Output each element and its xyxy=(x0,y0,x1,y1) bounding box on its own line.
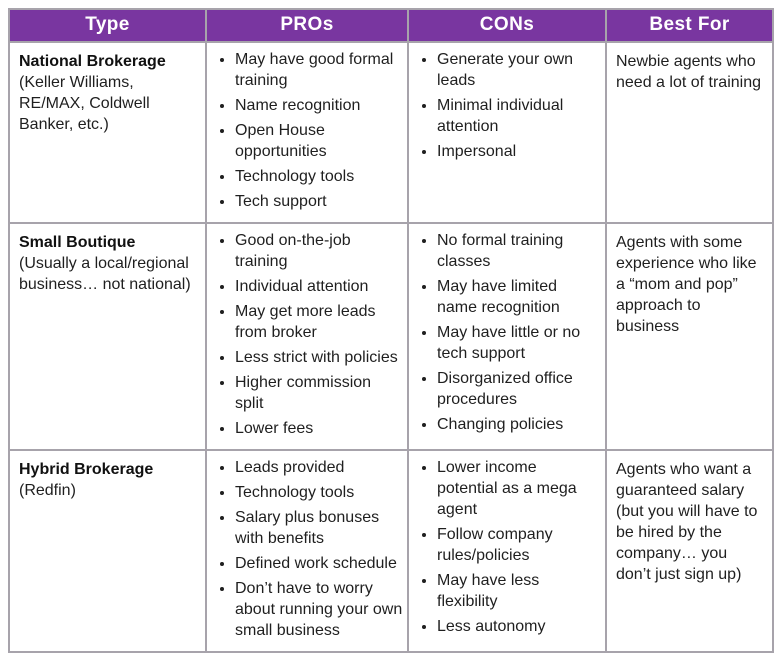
type-subtitle: (Redfin) xyxy=(19,482,76,499)
pros-cell: May have good formal training Name recog… xyxy=(205,41,409,224)
type-cell: Hybrid Brokerage (Redfin) xyxy=(8,449,207,653)
cons-list: No formal training classes May have limi… xyxy=(411,230,603,435)
list-item: Defined work schedule xyxy=(235,553,405,574)
header-cell-pros: PROs xyxy=(205,8,409,43)
table-row-national-brokerage: National Brokerage (Keller Williams, RE/… xyxy=(8,41,774,224)
type-subtitle: (Usually a local/regional business… not … xyxy=(19,255,191,293)
list-item: No formal training classes xyxy=(437,230,603,272)
list-item: May get more leads from broker xyxy=(235,301,405,343)
list-item: Leads provided xyxy=(235,457,405,478)
list-item: Name recognition xyxy=(235,95,405,116)
cons-list: Generate your own leads Minimal individu… xyxy=(411,49,603,162)
header-cell-best-for: Best For xyxy=(605,8,774,43)
list-item: Changing policies xyxy=(437,414,603,435)
type-cell: Small Boutique (Usually a local/regional… xyxy=(8,222,207,451)
best-for-cell: Agents with some experience who like a “… xyxy=(605,222,774,451)
pros-list: Good on-the-job training Individual atte… xyxy=(209,230,405,439)
list-item: Technology tools xyxy=(235,482,405,503)
list-item: Lower income potential as a mega agent xyxy=(437,457,603,520)
list-item: Technology tools xyxy=(235,166,405,187)
list-item: Higher commission split xyxy=(235,372,405,414)
list-item: May have little or no tech support xyxy=(437,322,603,364)
list-item: Follow company rules/policies xyxy=(437,524,603,566)
list-item: Lower fees xyxy=(235,418,405,439)
pros-cell: Leads provided Technology tools Salary p… xyxy=(205,449,409,653)
list-item: May have less flexibility xyxy=(437,570,603,612)
type-title: National Brokerage xyxy=(19,53,166,70)
list-item: Open House opportunities xyxy=(235,120,405,162)
pros-cell: Good on-the-job training Individual atte… xyxy=(205,222,409,451)
list-item: Less strict with policies xyxy=(235,347,405,368)
pros-list: May have good formal training Name recog… xyxy=(209,49,405,212)
list-item: Generate your own leads xyxy=(437,49,603,91)
best-for-cell: Newbie agents who need a lot of training xyxy=(605,41,774,224)
list-item: Impersonal xyxy=(437,141,603,162)
list-item: Minimal individual attention xyxy=(437,95,603,137)
list-item: Don’t have to worry about running your o… xyxy=(235,578,405,641)
cons-cell: Generate your own leads Minimal individu… xyxy=(407,41,607,224)
pros-list: Leads provided Technology tools Salary p… xyxy=(209,457,405,641)
table-row-small-boutique: Small Boutique (Usually a local/regional… xyxy=(8,222,774,451)
cons-list: Lower income potential as a mega agent F… xyxy=(411,457,603,637)
list-item: Salary plus bonuses with benefits xyxy=(235,507,405,549)
list-item: Less autonomy xyxy=(437,616,603,637)
list-item: Tech support xyxy=(235,191,405,212)
type-subtitle: (Keller Williams, RE/MAX, Coldwell Banke… xyxy=(19,74,150,133)
brokerage-comparison-table: Type PROs CONs Best For National Brokera… xyxy=(8,8,774,653)
cons-cell: No formal training classes May have limi… xyxy=(407,222,607,451)
list-item: Individual attention xyxy=(235,276,405,297)
type-title: Small Boutique xyxy=(19,234,136,251)
list-item: Disorganized office procedures xyxy=(437,368,603,410)
header-cell-type: Type xyxy=(8,8,207,43)
list-item: May have good formal training xyxy=(235,49,405,91)
cons-cell: Lower income potential as a mega agent F… xyxy=(407,449,607,653)
list-item: Good on-the-job training xyxy=(235,230,405,272)
header-row: Type PROs CONs Best For xyxy=(8,8,774,43)
header-cell-cons: CONs xyxy=(407,8,607,43)
type-title: Hybrid Brokerage xyxy=(19,461,154,478)
best-for-cell: Agents who want a guaranteed salary (but… xyxy=(605,449,774,653)
table-row-hybrid-brokerage: Hybrid Brokerage (Redfin) Leads provided… xyxy=(8,449,774,653)
type-cell: National Brokerage (Keller Williams, RE/… xyxy=(8,41,207,224)
list-item: May have limited name recognition xyxy=(437,276,603,318)
